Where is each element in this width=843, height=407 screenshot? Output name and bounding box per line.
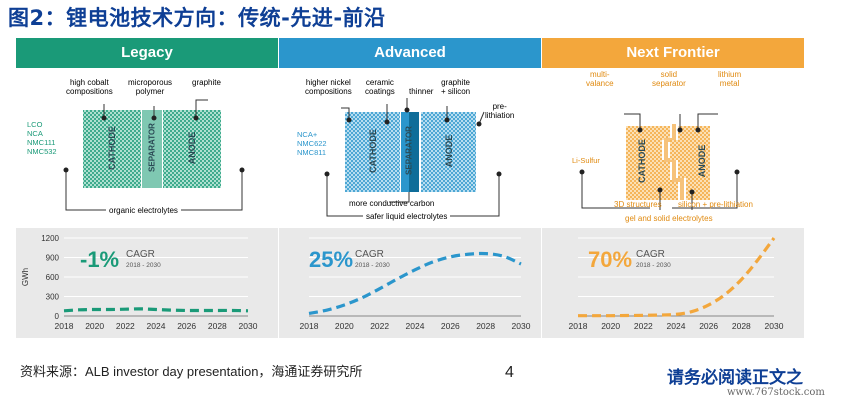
diagram-frontier: multi- valance solid separator lithium m… [542, 68, 804, 228]
cagr-label: CAGR [636, 249, 665, 260]
x-tick-label: 2028 [732, 321, 751, 331]
x-tick-label: 2028 [208, 321, 227, 331]
callout-thinner: thinner [409, 87, 434, 96]
cathode-label: CATHODE [637, 139, 647, 183]
x-tick-label: 2020 [85, 321, 104, 331]
x-tick-label: 2030 [512, 321, 531, 331]
separator-block [664, 124, 684, 200]
x-tick-label: 2022 [116, 321, 135, 331]
x-tick-label: 2026 [441, 321, 460, 331]
source-note: 资料来源：ALB investor day presentation，海通证券研… [20, 364, 363, 379]
series-line [308, 251, 522, 315]
callout-graphite: graphite [192, 78, 221, 87]
figure-title: 图2：锂电池技术方向：传统-先进-前沿 [8, 6, 386, 30]
cagr-label: CAGR [355, 249, 384, 260]
callout-prelithiation: pre- lithiation [485, 102, 515, 120]
x-tick-label: 2020 [335, 321, 354, 331]
bottom-gel: gel and solid electrolytes [622, 214, 716, 223]
cagr-value: -1% [80, 247, 120, 272]
y-tick-label: 1200 [41, 234, 59, 243]
cathode-block [345, 112, 400, 192]
separator-block [401, 112, 409, 192]
y-axis-label: GWh [21, 268, 30, 286]
chart-area: 0 300 600 900 1200 GWh 2018 2020 2022 2024 2026 202… [16, 228, 278, 338]
bottom-electrolytes: safer liquid electrolytes [363, 212, 451, 221]
y-tick-label: 300 [46, 293, 60, 302]
separator-block [142, 110, 162, 188]
x-tick-label: 2022 [634, 321, 653, 331]
callout-ceramic: ceramic coatings [365, 78, 395, 96]
read-more-notice: 请务必阅读正文之 [667, 368, 803, 388]
diagram-legacy: high cobalt compositions microporous pol… [16, 68, 278, 228]
material-list: LCO NCA NMC111 NMC532 [27, 120, 57, 156]
series-line [63, 307, 249, 313]
diagram-advanced: higher nickel compositions ceramic coati… [279, 68, 541, 228]
diagram-lines [579, 113, 740, 210]
chart-area: 2018 2020 2022 2024 2026 2028 2030 25% CAGR 20… [279, 228, 541, 338]
callout-multivalance: multi- valance [586, 70, 614, 88]
cagr-period: 2018 - 2030 [126, 262, 161, 269]
panel-header: Next Frontier [542, 38, 804, 68]
cagr-value: 25% [309, 247, 354, 272]
bottom-3d: 3D structures [614, 200, 662, 209]
chart-advanced: 2018 2020 2022 2024 2026 2028 2030 [300, 237, 531, 331]
chart-frontier: 2018 2020 2022 2024 2026 2028 2030 [569, 237, 784, 331]
separator-label: SEPARATOR [404, 126, 414, 175]
y-tick-label: 600 [46, 273, 60, 282]
chart-area: 2018 2020 2022 2024 2026 2028 2030 70% CAGR 20… [542, 228, 804, 338]
callout-polymer: microporous polymer [128, 78, 173, 96]
cagr-label: CAGR [126, 249, 155, 260]
x-tick-label: 2022 [370, 321, 389, 331]
material-list: NCA+ NMC622 NMC811 [297, 130, 327, 157]
panel-header: Advanced [279, 38, 541, 68]
x-tick-label: 2018 [569, 321, 588, 331]
x-tick-label: 2024 [147, 321, 166, 331]
x-tick-label: 2018 [300, 321, 319, 331]
x-tick-label: 2020 [601, 321, 620, 331]
callout-nickel: higher nickel compositions [305, 78, 352, 96]
cagr-period: 2018 - 2030 [636, 262, 671, 269]
chart-legacy: 0 300 600 900 1200 GWh 2018 2020 2022 2024 2026 202… [21, 234, 258, 331]
x-tick-label: 2026 [699, 321, 718, 331]
cathode-label: CATHODE [368, 129, 378, 173]
anode-block [163, 110, 221, 188]
cathode-block [626, 126, 678, 200]
diagram-lines [324, 98, 502, 217]
series-line [578, 237, 776, 318]
anode-label: ANODE [697, 144, 707, 178]
x-tick-label: 2018 [55, 321, 74, 331]
panel-advanced: Advanced higher nickel compositions cera… [279, 38, 541, 338]
x-tick-label: 2030 [239, 321, 258, 331]
callout-cobalt: high cobalt compositions [66, 78, 113, 96]
bottom-electrolytes: organic electrolytes [106, 206, 181, 215]
anode-block [421, 112, 476, 192]
y-tick-label: 900 [46, 254, 60, 263]
panel-legacy: Legacy high cobalt com [16, 38, 278, 338]
material-list: Li-Sulfur [572, 156, 600, 165]
cagr-value: 70% [588, 247, 633, 272]
separator-coating [409, 112, 419, 192]
panel-frontier: Next Frontier multi- valance solid separ… [542, 38, 804, 338]
anode-block [670, 126, 710, 200]
callout-solid-separator: solid separator [652, 70, 686, 88]
cathode-block [83, 110, 141, 188]
x-tick-label: 2024 [667, 321, 686, 331]
page-number: 4 [505, 364, 514, 381]
watermark: www.767stock.com [727, 387, 825, 398]
x-tick-label: 2024 [406, 321, 425, 331]
y-tick-label: 0 [55, 312, 60, 321]
anode-label: ANODE [187, 131, 197, 165]
x-tick-label: 2030 [765, 321, 784, 331]
anode-label: ANODE [444, 134, 454, 168]
cathode-label: CATHODE [107, 126, 117, 170]
callout-graphite-silicon: graphite + silicon [441, 78, 471, 96]
panel-header: Legacy [16, 38, 278, 68]
cagr-period: 2018 - 2030 [355, 262, 390, 269]
bottom-carbon: more conductive carbon [349, 199, 435, 208]
x-tick-label: 2028 [476, 321, 495, 331]
x-tick-label: 2026 [177, 321, 196, 331]
bottom-silicon: silicon + pre-lithiation [678, 200, 753, 209]
separator-label: SEPARATOR [147, 123, 157, 172]
callout-lithium-metal: lithium metal [718, 70, 742, 88]
